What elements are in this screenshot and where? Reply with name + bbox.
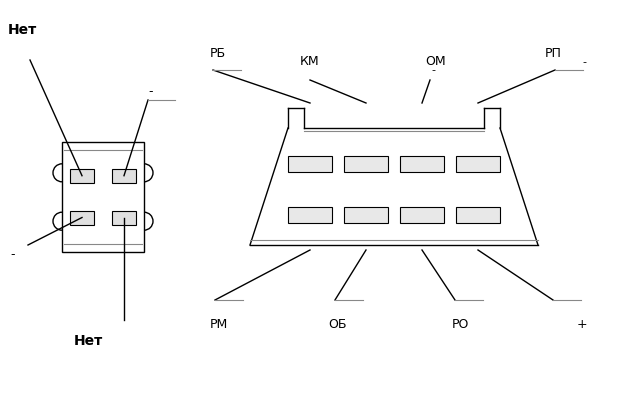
Text: -: - [148, 86, 152, 98]
Text: -: - [10, 248, 15, 262]
Bar [288, 207, 332, 223]
Bar [344, 207, 388, 223]
Bar [62, 142, 144, 252]
Text: -: - [431, 65, 435, 75]
Text: РМ: РМ [210, 318, 228, 331]
Text: -: - [582, 57, 586, 67]
Bar [456, 156, 500, 172]
Bar [112, 210, 136, 224]
Text: ОМ: ОМ [425, 55, 445, 68]
Text: +: + [577, 318, 588, 331]
Bar [288, 156, 332, 172]
Text: ОБ: ОБ [328, 318, 346, 331]
Bar [70, 210, 94, 224]
Text: РО: РО [452, 318, 469, 331]
Bar [344, 156, 388, 172]
Bar [456, 207, 500, 223]
Text: КМ: КМ [300, 55, 319, 68]
Bar [112, 169, 136, 183]
Bar [70, 169, 94, 183]
Text: Нет: Нет [8, 23, 37, 37]
Bar [400, 156, 444, 172]
Text: Нет: Нет [74, 334, 102, 348]
Text: РП: РП [545, 47, 562, 60]
Bar [400, 207, 444, 223]
Text: РБ: РБ [210, 47, 226, 60]
